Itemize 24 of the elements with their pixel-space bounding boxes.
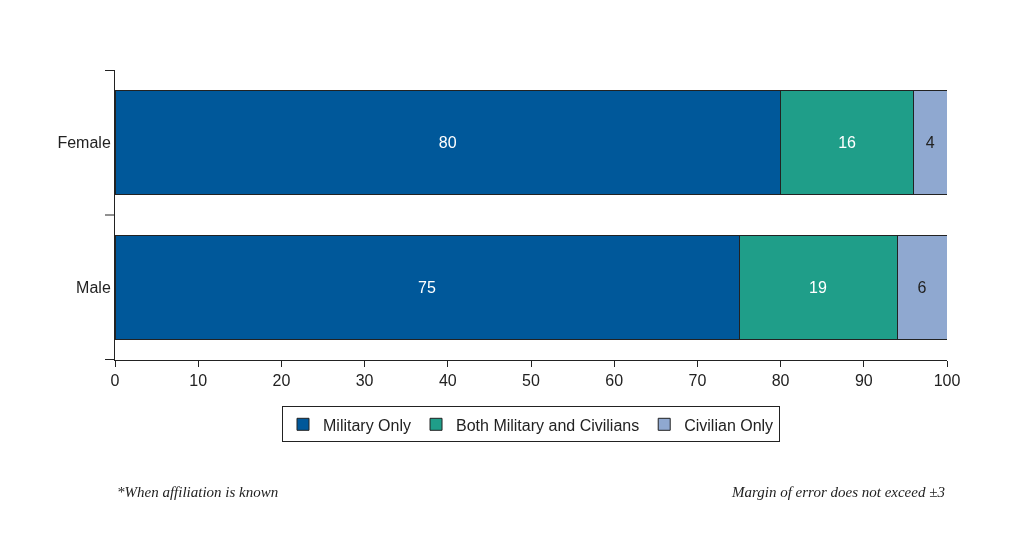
data-label: 19 [809,278,827,296]
x-tick-label: 70 [688,372,707,390]
x-tick-label: 50 [522,372,540,390]
x-tick-label: 20 [272,372,291,390]
y-tick-label: Female [57,134,111,152]
x-tick-label: 90 [854,372,873,390]
x-tick-label: 40 [438,372,457,390]
data-label: 6 [917,278,927,296]
legend-label: Civilian Only [684,416,774,434]
data-label: 80 [438,134,457,152]
text: *When affiliation is known [117,484,279,500]
x-tick-label: 30 [355,372,374,390]
data-label: 75 [418,278,436,296]
x-tick-label: 60 [605,372,624,390]
x-tick-label: 100 [933,372,961,390]
legend-label: Military Only [323,416,412,434]
legend-label: Both Military and Civilians [456,416,640,434]
x-tick-label: 0 [110,372,120,390]
data-label: 4 [925,134,935,152]
text: Margin of error does not exceed ±3 [731,484,945,500]
y-tick-label: Male [76,278,111,296]
x-tick-label: 80 [771,372,790,390]
data-label: 16 [838,134,857,152]
x-tick-label: 10 [189,372,208,390]
